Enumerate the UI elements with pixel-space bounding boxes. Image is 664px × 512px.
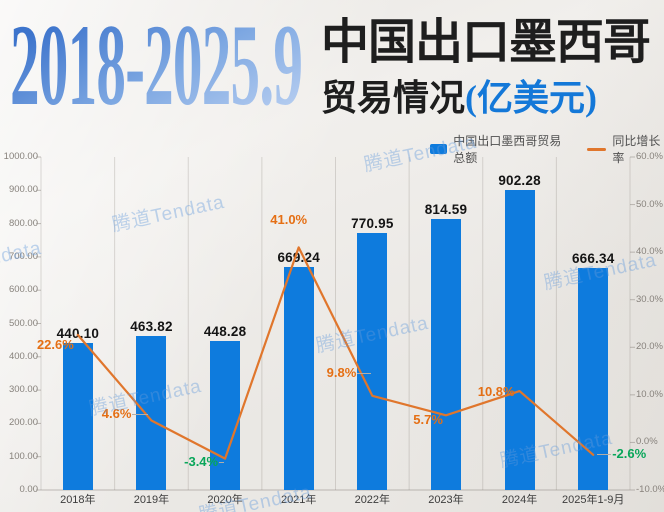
title-sub-text: 贸易情况 [321, 78, 466, 118]
bar-value-label: 669.24 [277, 250, 320, 266]
legend-label-total: 中国出口墨西哥贸易总额 [453, 134, 562, 165]
bar-value-label: 814.59 [424, 201, 468, 217]
right-axis-tick-label: 40.0% [636, 246, 663, 258]
left-axis-tick-label: 1000.00 [3, 151, 38, 162]
left-axis-tick-label: 500.00 [8, 317, 38, 329]
label-leader-line [597, 453, 612, 455]
x-axis-label: 2021年 [280, 494, 317, 506]
left-axis-tick-label: 100.00 [8, 450, 38, 462]
growth-label: 5.7% [413, 412, 443, 428]
right-axis-tick-label: 60.0% [636, 151, 663, 162]
growth-label: 10.8% [477, 384, 515, 400]
growth-label: 41.0% [270, 212, 308, 228]
bar-value-label: 666.34 [571, 251, 615, 267]
right-axis-tick-label: 50.0% [636, 198, 663, 210]
right-axis-tick-label: -10.0% [636, 484, 664, 495]
x-axis-label: 2022年 [354, 494, 391, 506]
title-unit: (亿美元) [465, 78, 597, 118]
right-axis-tick-label: 10.0% [636, 388, 663, 400]
bar-2018年 [62, 343, 93, 490]
legend-label-growth: 同比增长率 [612, 134, 661, 165]
bar-2024年 [504, 189, 535, 490]
bar-value-label: 770.95 [351, 216, 394, 232]
growth-label: 9.8% [326, 364, 357, 380]
bar-2020年 [210, 340, 241, 490]
chart-legend: 中国出口墨西哥贸易总额 同比增长率 [430, 132, 664, 166]
left-axis-tick-label: 200.00 [8, 417, 38, 429]
x-axis-label: 2024年 [501, 494, 538, 506]
title-period: 2018-2025.9 [10, 1, 303, 131]
right-axis-tick-label: 0.0% [636, 436, 658, 448]
title-sub: 贸易情况(亿美元) [321, 78, 597, 118]
x-axis-label: 2025年1-9月 [562, 494, 625, 506]
left-axis-tick-label: 800.00 [8, 217, 38, 229]
bar-2022年 [357, 233, 388, 490]
bar-2025年1-9月 [578, 268, 609, 490]
left-axis-tick-label: 300.00 [8, 384, 38, 396]
bar-2019年 [136, 335, 167, 490]
left-axis-tick-label: 600.00 [8, 284, 38, 296]
bar-value-label: 463.82 [130, 318, 173, 334]
label-leader-line [357, 372, 372, 374]
bar-value-label: 448.28 [203, 323, 247, 339]
x-axis-label: 2020年 [207, 494, 243, 506]
right-axis-tick-label: 30.0% [636, 293, 663, 305]
legend-item-growth: 同比增长率 [587, 132, 664, 166]
legend-item-total: 中国出口墨西哥贸易总额 [430, 132, 567, 166]
left-axis-tick-label: 700.00 [8, 250, 38, 262]
growth-label: 4.6% [101, 405, 132, 421]
left-axis-tick-label: 900.00 [8, 184, 38, 196]
left-axis-tick-label: 400.00 [8, 350, 38, 362]
right-axis-tick-label: 20.0% [636, 341, 663, 353]
left-axis-tick-label: 0.00 [19, 484, 39, 495]
bar-2023年 [430, 218, 461, 490]
bar-2021年 [283, 267, 314, 490]
growth-label: 22.6% [36, 336, 74, 352]
growth-label: -3.4% [184, 453, 219, 469]
title-main: 中国出口墨西哥 [321, 16, 651, 69]
line-swatch-icon [587, 147, 607, 151]
bar-swatch-icon [430, 144, 448, 154]
x-axis-label: 2018年 [60, 494, 96, 506]
x-axis-label: 2019年 [133, 494, 170, 506]
x-axis-label: 2023年 [428, 494, 464, 506]
label-leader-line [132, 413, 149, 415]
label-leader-line [219, 461, 225, 463]
bar-value-label: 902.28 [498, 172, 541, 188]
growth-label: -2.6% [612, 445, 647, 461]
